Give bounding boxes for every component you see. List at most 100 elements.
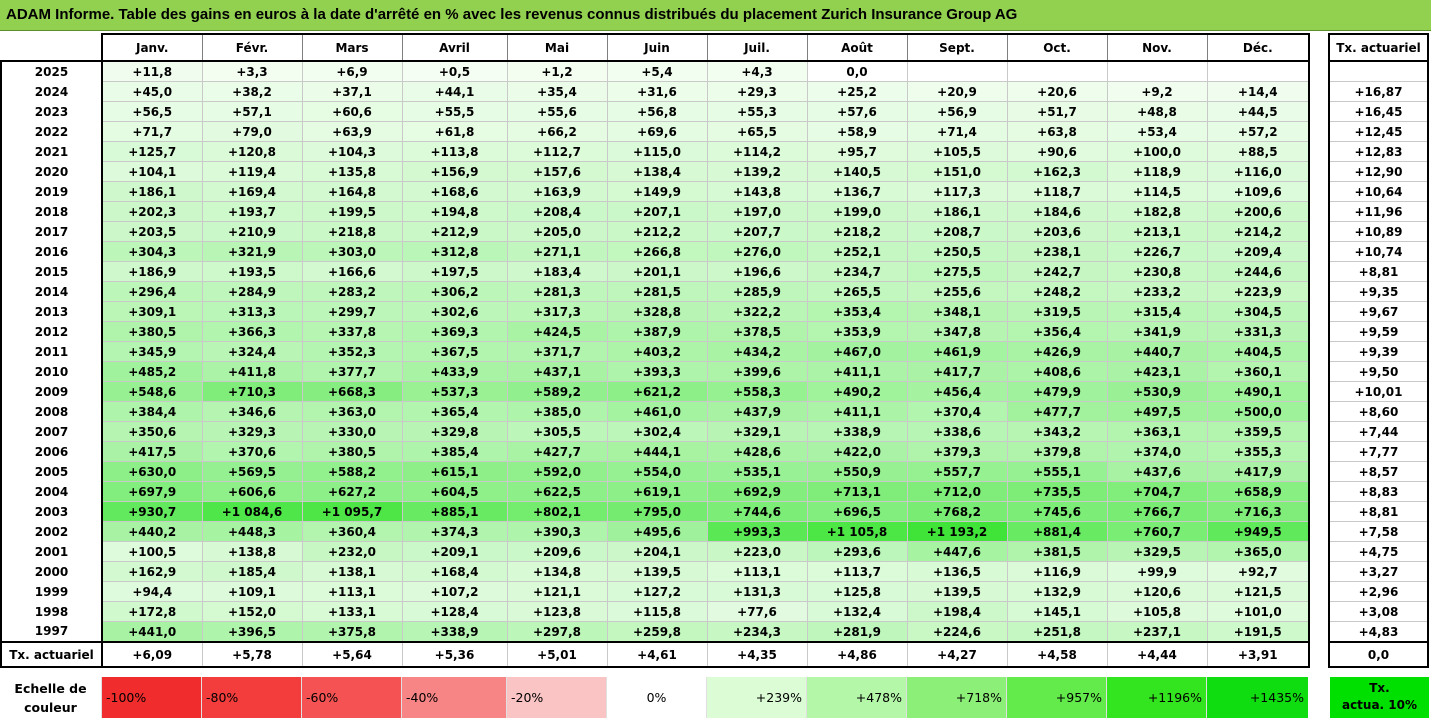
gain-cell: +224,6 <box>906 621 1008 643</box>
gain-cell: +194,8 <box>401 201 508 222</box>
gain-cell: +112,7 <box>506 141 608 162</box>
gain-cell: +134,8 <box>506 561 608 582</box>
gain-cell: +9,2 <box>1106 81 1208 102</box>
gain-cell: +558,3 <box>706 381 808 402</box>
gain-cell: +65,5 <box>706 121 808 142</box>
gain-cell: +768,2 <box>906 501 1008 522</box>
gain-cell: +31,6 <box>606 81 708 102</box>
tx-row: +2,96 <box>1328 581 1429 602</box>
gain-cell: +621,2 <box>606 381 708 402</box>
gain-cell: +133,1 <box>301 601 403 622</box>
gain-cell: +193,5 <box>201 261 303 282</box>
gain-cell: +619,1 <box>606 481 708 502</box>
gain-cell: +169,4 <box>201 181 303 202</box>
gain-cell: +6,9 <box>301 60 403 82</box>
gain-cell: +259,8 <box>606 621 708 643</box>
month-header: Sept. <box>906 33 1008 62</box>
gain-cell: +210,9 <box>201 221 303 242</box>
gain-cell: +461,9 <box>906 341 1008 362</box>
table-row: 2009 +548,6 +710,3 +668,3 +537,3 +589,2 +621,2… <box>0 381 1310 402</box>
color-scale: Echelle de couleur -100% -80% -60% -40% -20% 0… <box>0 677 1308 718</box>
tx-row: +12,83 <box>1328 141 1429 162</box>
footer-value: +5,01 <box>506 641 608 668</box>
gain-cell: +448,3 <box>201 521 303 542</box>
table-row: 2003 +930,7 +1 084,6 +1 095,7 +885,1 +802,1 +7… <box>0 501 1310 522</box>
table-row: 2007 +350,6 +329,3 +330,0 +329,8 +305,5 +302,4… <box>0 421 1310 442</box>
month-header: Mars <box>301 33 403 62</box>
gain-cell: +48,8 <box>1106 101 1208 122</box>
table-row: 2021 +125,7 +120,8 +104,3 +113,8 +112,7 +115,0… <box>0 141 1310 162</box>
year-label: 2014 <box>0 281 103 302</box>
gain-cell: +90,6 <box>1006 141 1108 162</box>
gain-cell: +5,4 <box>606 60 708 82</box>
gain-cell: +592,0 <box>506 461 608 482</box>
gain-cell: +490,2 <box>806 381 908 402</box>
gain-cell: +55,6 <box>506 101 608 122</box>
gain-cell: +433,9 <box>401 361 508 382</box>
gain-cell: +55,3 <box>706 101 808 122</box>
gain-cell: +265,5 <box>806 281 908 302</box>
table-row: 2022 +71,7 +79,0 +63,9 +61,8 +66,2 +69,6 +65,5 +… <box>0 121 1310 142</box>
gain-cell: +201,1 <box>606 261 708 282</box>
tx-row: +4,75 <box>1328 541 1429 562</box>
tx-row: +8,81 <box>1328 261 1429 282</box>
gain-cell: +20,6 <box>1006 81 1108 102</box>
gain-cell: +379,3 <box>906 441 1008 462</box>
gain-cell: +440,2 <box>101 521 203 542</box>
year-label: 2009 <box>0 381 103 402</box>
table-row: 1997 +441,0 +396,5 +375,8 +338,9 +297,8 +259,8… <box>0 621 1310 643</box>
gain-cell: +77,6 <box>706 601 808 622</box>
gain-cell: +304,3 <box>101 241 203 262</box>
gain-cell: +104,3 <box>301 141 403 162</box>
gain-cell: +197,5 <box>401 261 508 282</box>
year-label: 2025 <box>0 60 103 82</box>
gain-cell: +355,3 <box>1206 441 1310 462</box>
tx-row: +10,89 <box>1328 221 1429 242</box>
tx-row: +8,60 <box>1328 401 1429 422</box>
gain-cell: +500,0 <box>1206 401 1310 422</box>
gain-cell: +37,1 <box>301 81 403 102</box>
gain-cell: +692,9 <box>706 481 808 502</box>
tx-value: +4,75 <box>1328 541 1429 562</box>
gain-cell: +118,7 <box>1006 181 1108 202</box>
gain-cell: +113,8 <box>401 141 508 162</box>
year-label: 2022 <box>0 121 103 142</box>
gain-cell: +537,3 <box>401 381 508 402</box>
gain-cell: +51,7 <box>1006 101 1108 122</box>
gain-cell: +138,4 <box>606 161 708 182</box>
gain-cell: +360,1 <box>1206 361 1310 382</box>
tx-row: +11,96 <box>1328 201 1429 222</box>
tx-row: +9,35 <box>1328 281 1429 302</box>
gain-cell: +352,3 <box>301 341 403 362</box>
gain-cell: +313,3 <box>201 301 303 322</box>
month-header: Oct. <box>1006 33 1108 62</box>
gain-cell: +199,0 <box>806 201 908 222</box>
gain-cell: +132,9 <box>1006 581 1108 602</box>
gain-cell: +329,1 <box>706 421 808 442</box>
gain-cell: +329,8 <box>401 421 508 442</box>
scale-swatch: -100% <box>101 677 201 718</box>
gain-cell: +20,9 <box>906 81 1008 102</box>
tx-row: +10,64 <box>1328 181 1429 202</box>
table-row: 2011 +345,9 +324,4 +352,3 +367,5 +371,7 +403,2… <box>0 341 1310 362</box>
tx-row: +3,08 <box>1328 601 1429 622</box>
gain-cell: +207,1 <box>606 201 708 222</box>
gain-cell: +348,1 <box>906 301 1008 322</box>
gain-cell: +299,7 <box>301 301 403 322</box>
gain-cell: +242,7 <box>1006 261 1108 282</box>
gain-cell: +186,9 <box>101 261 203 282</box>
tx-row: +8,57 <box>1328 461 1429 482</box>
gain-cell: +138,8 <box>201 541 303 562</box>
gain-cell: +369,3 <box>401 321 508 342</box>
gain-cell: +186,1 <box>101 181 203 202</box>
gain-cell: +234,7 <box>806 261 908 282</box>
gain-cell: +119,4 <box>201 161 303 182</box>
gain-cell: +350,6 <box>101 421 203 442</box>
gain-cell: +266,8 <box>606 241 708 262</box>
gain-cell: +337,8 <box>301 321 403 342</box>
month-header: Août <box>806 33 908 62</box>
gain-cell: +569,5 <box>201 461 303 482</box>
tx-value: +8,81 <box>1328 501 1429 522</box>
tx-row: +16,87 <box>1328 81 1429 102</box>
gain-cell: +604,5 <box>401 481 508 502</box>
